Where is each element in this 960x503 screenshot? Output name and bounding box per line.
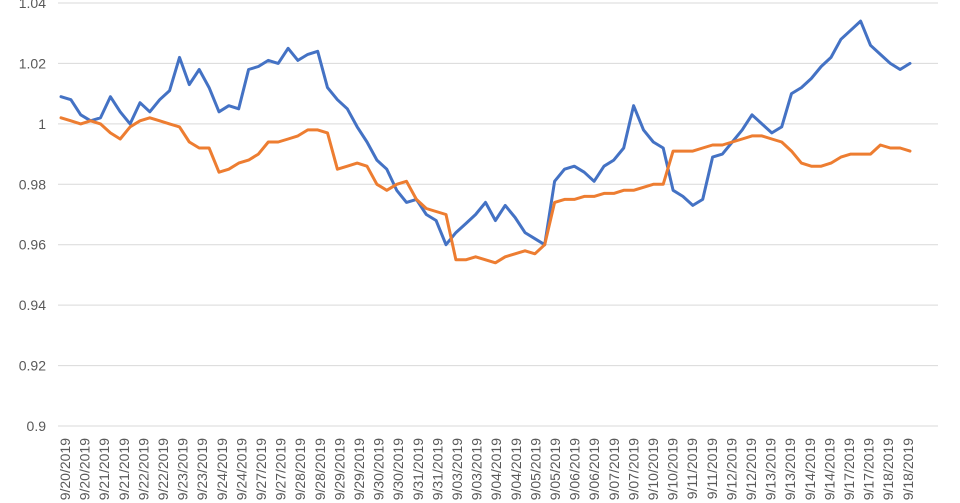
x-tick-label: 9/14/2019 [821,438,837,500]
y-tick-label: 0.92 [19,358,46,374]
x-tick-label: 9/17/2019 [861,438,877,500]
x-tick-label: 9/27/2019 [273,438,289,500]
x-tick-label: 9/06/2019 [586,438,602,500]
y-tick-label: 0.94 [19,297,46,313]
x-tick-label: 9/22/2019 [135,438,151,500]
x-tick-label: 9/21/2019 [96,438,112,500]
x-tick-label: 9/06/2019 [567,438,583,500]
y-tick-label: 0.9 [27,418,47,434]
x-tick-label: 9/13/2019 [763,438,779,500]
x-tick-label: 9/13/2019 [782,438,798,500]
y-tick-label: 1.04 [19,0,46,11]
x-tick-label: 9/18/2019 [880,438,896,500]
x-tick-label: 9/03/2019 [449,438,465,500]
x-tick-label: 9/14/2019 [802,438,818,500]
x-tick-label: 9/12/2019 [743,438,759,500]
x-tick-label: 9/24/2019 [214,438,230,500]
x-tick-label: 9/28/2019 [312,438,328,500]
x-tick-label: 9/20/2019 [77,438,93,500]
series-lines [59,19,912,265]
x-tick-label: 9/29/2019 [331,438,347,500]
x-tick-label: 9/17/2019 [841,438,857,500]
y-tick-label: 0.96 [19,237,46,253]
x-tick-label: 9/12/2019 [723,438,739,500]
x-tick-label: 9/11/2019 [684,438,700,499]
x-tick-label: 9/29/2019 [351,438,367,500]
y-tick-label: 1 [38,116,46,132]
x-tick-label: 9/05/2019 [527,438,543,500]
x-tick-label: 9/05/2019 [547,438,563,500]
x-tick-label: 9/11/2019 [704,438,720,499]
x-tick-label: 9/31/2019 [410,438,426,500]
series-line-1 [59,19,912,247]
gridlines [58,2,938,427]
y-tick-label: 1.02 [19,55,46,71]
x-tick-label: 9/04/2019 [488,438,504,500]
x-tick-label: 9/04/2019 [508,438,524,500]
x-tick-label: 9/31/2019 [429,438,445,500]
y-tick-label: 0.98 [19,176,46,192]
y-axis-ticks: 0.9 0.92 0.94 0.96 0.98 1 1.02 1.04 [19,0,46,434]
x-tick-label: 9/20/2019 [57,438,73,500]
x-tick-label: 9/03/2019 [469,438,485,500]
x-tick-label: 9/24/2019 [233,438,249,500]
x-tick-label: 9/18/2019 [900,438,916,500]
x-tick-label: 9/10/2019 [645,438,661,500]
x-tick-label: 9/28/2019 [292,438,308,500]
x-tick-label: 9/30/2019 [371,438,387,500]
x-tick-label: 9/10/2019 [665,438,681,500]
x-tick-label: 9/07/2019 [606,438,622,500]
x-axis-ticks: 9/20/2019 9/20/2019 9/21/2019 9/21/2019 9/22… [57,438,916,501]
x-tick-label: 9/23/2019 [175,438,191,500]
series-line-2 [59,116,912,265]
x-tick-label: 9/07/2019 [625,438,641,500]
x-tick-label: 9/30/2019 [390,438,406,500]
x-tick-label: 9/22/2019 [155,438,171,500]
x-tick-label: 9/21/2019 [116,438,132,500]
x-tick-label: 9/23/2019 [194,438,210,500]
x-tick-label: 9/27/2019 [253,438,269,500]
